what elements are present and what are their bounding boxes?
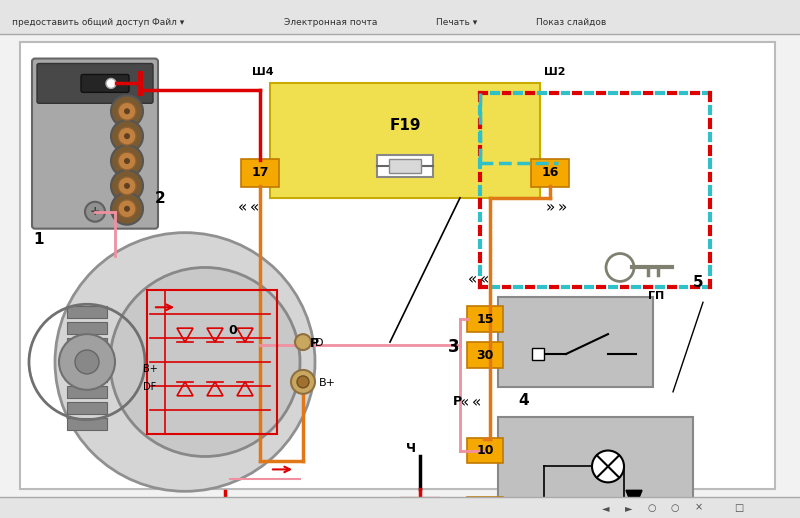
FancyBboxPatch shape xyxy=(531,159,569,187)
Text: «: « xyxy=(460,395,470,410)
FancyBboxPatch shape xyxy=(498,297,653,387)
Polygon shape xyxy=(626,491,642,510)
Bar xyxy=(67,354,107,366)
Text: D: D xyxy=(315,338,323,348)
Circle shape xyxy=(118,103,136,120)
FancyBboxPatch shape xyxy=(467,438,503,464)
Circle shape xyxy=(297,376,309,388)
Text: W: W xyxy=(225,498,236,508)
Bar xyxy=(532,348,544,360)
Text: 12: 12 xyxy=(476,503,494,517)
FancyBboxPatch shape xyxy=(37,64,153,103)
FancyBboxPatch shape xyxy=(32,59,158,228)
Text: DF: DF xyxy=(143,382,156,392)
Text: «: « xyxy=(250,200,259,215)
Text: предоставить общий доступ: предоставить общий доступ xyxy=(12,18,150,27)
Bar xyxy=(377,155,433,177)
Text: 3: 3 xyxy=(448,338,460,356)
Text: 5: 5 xyxy=(693,276,704,291)
Text: 0: 0 xyxy=(228,324,237,337)
FancyBboxPatch shape xyxy=(467,306,503,332)
Text: 30: 30 xyxy=(476,349,494,362)
Text: 2: 2 xyxy=(155,191,166,206)
Text: ►: ► xyxy=(625,502,633,513)
Text: F19: F19 xyxy=(390,118,421,133)
Circle shape xyxy=(295,334,311,350)
Text: ×: × xyxy=(694,502,702,513)
Text: P: P xyxy=(453,395,462,408)
FancyBboxPatch shape xyxy=(467,497,503,518)
FancyBboxPatch shape xyxy=(467,342,503,368)
Text: 16: 16 xyxy=(542,166,558,179)
Circle shape xyxy=(111,170,143,202)
Circle shape xyxy=(111,145,143,177)
Bar xyxy=(67,370,107,382)
Text: Файл ▾: Файл ▾ xyxy=(152,18,184,27)
Text: Показ слайдов: Показ слайдов xyxy=(536,18,606,27)
Circle shape xyxy=(124,158,130,164)
Text: B+: B+ xyxy=(319,378,336,388)
Text: 1: 1 xyxy=(33,232,43,247)
FancyBboxPatch shape xyxy=(241,159,279,187)
Circle shape xyxy=(75,350,99,374)
Bar xyxy=(67,338,107,350)
FancyBboxPatch shape xyxy=(270,83,540,198)
Circle shape xyxy=(118,200,136,218)
Text: □: □ xyxy=(734,502,744,513)
Text: 4: 4 xyxy=(518,393,529,408)
Circle shape xyxy=(118,152,136,170)
Text: Печать ▾: Печать ▾ xyxy=(436,18,478,27)
Circle shape xyxy=(111,95,143,127)
Bar xyxy=(67,306,107,318)
Circle shape xyxy=(55,233,315,491)
FancyBboxPatch shape xyxy=(20,41,775,490)
Circle shape xyxy=(124,206,130,212)
Bar xyxy=(67,322,107,334)
Circle shape xyxy=(291,370,315,394)
Circle shape xyxy=(106,78,116,89)
Text: Электронная почта: Электронная почта xyxy=(284,18,378,27)
Text: Ш4: Ш4 xyxy=(252,67,274,78)
Text: Ш2: Ш2 xyxy=(544,67,566,78)
Circle shape xyxy=(592,451,624,482)
Text: «: « xyxy=(468,272,478,287)
Circle shape xyxy=(124,183,130,189)
Text: «: « xyxy=(480,272,490,287)
FancyBboxPatch shape xyxy=(81,75,129,92)
Text: Ч: Ч xyxy=(406,441,416,454)
Circle shape xyxy=(630,502,638,510)
FancyBboxPatch shape xyxy=(498,416,693,518)
Bar xyxy=(147,291,277,434)
Circle shape xyxy=(118,127,136,145)
Text: 10: 10 xyxy=(476,444,494,457)
Circle shape xyxy=(124,108,130,114)
Text: ○: ○ xyxy=(648,502,656,513)
Text: ГП: ГП xyxy=(648,291,664,301)
Circle shape xyxy=(59,334,115,390)
Text: «: « xyxy=(472,395,482,410)
Text: »: » xyxy=(546,200,555,215)
Circle shape xyxy=(118,177,136,195)
Text: «: « xyxy=(238,200,247,215)
Bar xyxy=(389,159,421,173)
Bar xyxy=(67,386,107,398)
Bar xyxy=(67,402,107,414)
Circle shape xyxy=(111,120,143,152)
Text: B+: B+ xyxy=(143,364,158,374)
Circle shape xyxy=(124,133,130,139)
Bar xyxy=(67,418,107,429)
Text: 15: 15 xyxy=(476,313,494,326)
Text: +: + xyxy=(90,205,100,218)
Text: P: P xyxy=(310,337,319,350)
Circle shape xyxy=(85,202,105,222)
Circle shape xyxy=(110,267,300,456)
Circle shape xyxy=(111,193,143,225)
Text: »: » xyxy=(558,200,567,215)
Text: 17: 17 xyxy=(251,166,269,179)
Text: ○: ○ xyxy=(671,502,679,513)
Text: ◄: ◄ xyxy=(602,502,610,513)
